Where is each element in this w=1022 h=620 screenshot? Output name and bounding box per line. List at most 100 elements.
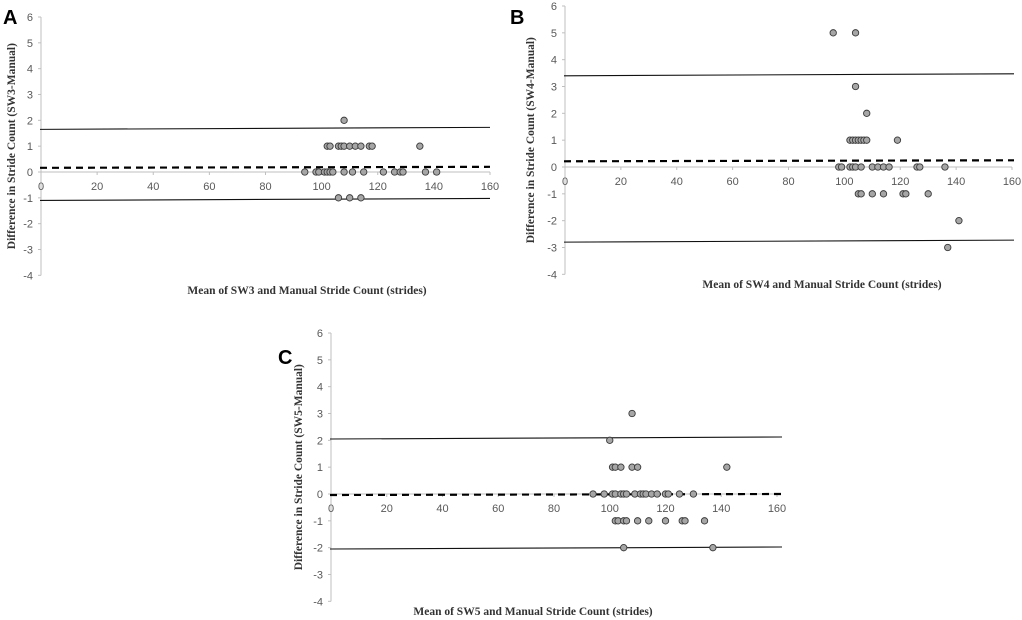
panel-label: B — [510, 7, 524, 29]
x-tick-label: 20 — [381, 503, 393, 515]
x-tick-label: 60 — [203, 181, 215, 193]
data-point — [653, 490, 661, 498]
data-point — [837, 163, 846, 171]
x-tick-label: 40 — [436, 503, 448, 515]
data-point — [606, 436, 614, 444]
data-point — [955, 217, 963, 225]
x-tick-label: 60 — [727, 176, 739, 188]
y-tick-label: 6 — [27, 12, 33, 24]
data-point — [360, 168, 368, 176]
y-tick-label: -3 — [23, 245, 33, 257]
panel-label: A — [3, 7, 17, 29]
x-tick-label: 40 — [147, 181, 159, 193]
x-tick-label: 120 — [891, 176, 909, 188]
data-point — [340, 116, 348, 124]
data-point — [589, 490, 597, 498]
x-axis-title: Mean of SW4 and Manual Stride Count (str… — [702, 279, 941, 291]
x-tick-label: 100 — [601, 503, 619, 515]
data-point — [863, 136, 871, 144]
y-tick-label: -3 — [547, 243, 557, 255]
x-tick-label: 100 — [312, 181, 330, 193]
data-point — [357, 194, 365, 202]
lower-limit-line — [563, 239, 1015, 243]
data-point — [326, 142, 334, 150]
x-tick-label: 160 — [768, 503, 786, 515]
y-tick-label: 6 — [551, 1, 557, 13]
y-axis-title: Difference in Stride Count (SW4-Manual) — [525, 37, 537, 243]
y-tick-label: -1 — [547, 189, 557, 201]
y-tick-label: 1 — [317, 462, 323, 474]
data-point — [416, 142, 424, 150]
data-point — [433, 168, 441, 176]
x-tick-label: 80 — [548, 503, 560, 515]
y-tick-label: -2 — [23, 219, 33, 231]
y-tick-label: -4 — [547, 269, 557, 281]
x-tick-label: 120 — [369, 181, 387, 193]
x-tick-label: 160 — [481, 181, 499, 193]
y-tick-label: 3 — [317, 409, 323, 421]
data-point — [348, 168, 357, 176]
data-point — [885, 163, 893, 171]
data-point — [368, 142, 376, 150]
y-tick-label: -4 — [313, 596, 323, 608]
data-point — [645, 517, 653, 525]
y-axis-title: Difference in Stride Count (SW5-Manual) — [293, 364, 305, 570]
y-axis-title: Difference in Stride Count (SW3-Manual) — [6, 43, 18, 249]
data-point — [301, 168, 309, 176]
upper-limit-line — [563, 73, 1015, 77]
y-tick-label: 0 — [551, 162, 557, 174]
x-tick-label: 160 — [1003, 176, 1021, 188]
y-tick-label: 2 — [317, 435, 323, 447]
x-tick-label: 0 — [328, 503, 334, 515]
data-point — [868, 190, 876, 198]
y-tick-label: -3 — [313, 570, 323, 582]
data-point — [675, 490, 684, 498]
data-point — [622, 490, 631, 498]
y-tick-label: 5 — [27, 38, 33, 50]
mean-bias-line — [329, 492, 783, 497]
data-point — [829, 29, 837, 37]
x-tick-label: 0 — [38, 181, 44, 193]
data-point — [689, 490, 698, 498]
x-tick-label: 120 — [656, 503, 674, 515]
lower-limit-line — [329, 546, 783, 550]
data-point — [334, 194, 343, 202]
y-tick-label: 4 — [551, 55, 557, 67]
y-tick-label: 3 — [551, 82, 557, 94]
x-tick-label: 140 — [712, 503, 730, 515]
x-tick-label: 140 — [947, 176, 965, 188]
mean-bias-line — [39, 165, 491, 169]
data-point — [851, 29, 860, 37]
x-tick-label: 60 — [492, 503, 504, 515]
data-point — [600, 490, 608, 498]
data-point — [857, 163, 865, 171]
data-point — [346, 194, 354, 202]
data-point — [902, 190, 910, 198]
y-tick-label: 0 — [317, 489, 323, 501]
y-tick-label: -1 — [313, 516, 323, 528]
y-tick-label: -2 — [547, 216, 557, 228]
y-tick-label: 3 — [27, 90, 33, 102]
data-point — [379, 168, 388, 176]
y-tick-label: -2 — [313, 543, 323, 555]
x-tick-label: 100 — [835, 176, 853, 188]
data-point — [924, 190, 932, 198]
data-point — [893, 136, 902, 144]
data-point — [633, 463, 642, 471]
data-point — [620, 544, 628, 552]
y-tick-label: -1 — [23, 193, 33, 205]
data-point — [617, 463, 625, 471]
y-tick-label: 6 — [317, 328, 323, 340]
y-tick-label: 4 — [317, 382, 323, 394]
data-point — [723, 463, 731, 471]
y-tick-label: 5 — [551, 28, 557, 40]
data-point — [622, 517, 631, 525]
y-tick-label: 2 — [551, 108, 557, 120]
data-point — [329, 168, 337, 176]
x-axis-title: Mean of SW3 and Manual Stride Count (str… — [187, 285, 426, 297]
x-tick-label: 0 — [562, 176, 568, 188]
data-point — [357, 142, 365, 150]
data-point — [421, 168, 430, 176]
